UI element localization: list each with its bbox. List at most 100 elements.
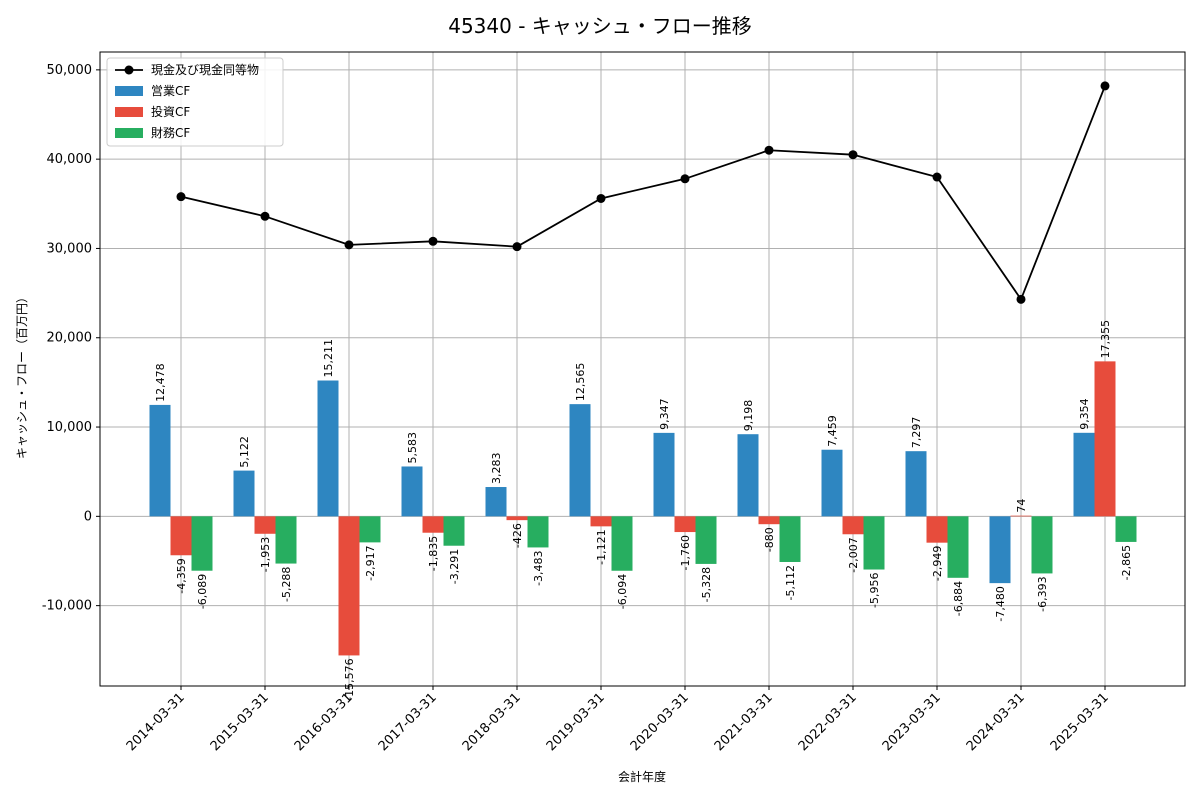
x-tick-label: 2023-03-31 bbox=[880, 690, 944, 754]
y-tick-label: 50,000 bbox=[47, 63, 93, 78]
bar bbox=[590, 516, 612, 527]
bar bbox=[1031, 516, 1053, 574]
cash-point bbox=[932, 172, 942, 182]
bar bbox=[569, 404, 591, 517]
bar-value-label: -3,291 bbox=[448, 549, 461, 584]
bar-value-label: -7,480 bbox=[994, 586, 1007, 621]
x-tick-label: 2020-03-31 bbox=[628, 690, 692, 754]
bar bbox=[1094, 361, 1116, 517]
x-tick-label: 2025-03-31 bbox=[1048, 690, 1112, 754]
bar-value-label: -2,917 bbox=[364, 545, 377, 580]
legend-label: 営業CF bbox=[151, 84, 190, 98]
cash-point bbox=[1100, 81, 1110, 91]
bar bbox=[317, 380, 339, 517]
bar bbox=[653, 432, 675, 517]
bar bbox=[359, 516, 381, 543]
x-tick-label: 2019-03-31 bbox=[544, 690, 608, 754]
chart-title: 45340 - キャッシュ・フロー推移 bbox=[448, 14, 752, 38]
bar bbox=[926, 516, 948, 543]
bar-value-label: -6,089 bbox=[196, 574, 209, 609]
bar bbox=[674, 516, 696, 533]
bar bbox=[149, 404, 171, 517]
x-tick-label: 2017-03-31 bbox=[376, 690, 440, 754]
bar-value-label: -1,760 bbox=[679, 535, 692, 570]
grid-layer bbox=[100, 52, 1185, 686]
y-tick-label: 10,000 bbox=[47, 420, 93, 435]
bar-value-label: -426 bbox=[511, 523, 524, 548]
bar bbox=[275, 516, 297, 564]
bar-value-label: -6,094 bbox=[616, 574, 629, 609]
bar-value-label: 9,198 bbox=[742, 400, 755, 432]
bar bbox=[905, 451, 927, 517]
y-tick-label: 0 bbox=[84, 509, 92, 524]
bar-value-label: 12,565 bbox=[574, 363, 587, 402]
cash-point bbox=[764, 145, 774, 155]
bar-value-label: -15,576 bbox=[343, 658, 356, 700]
x-tick-label: 2018-03-31 bbox=[460, 690, 524, 754]
y-tick-label: -10,000 bbox=[42, 599, 92, 614]
bar bbox=[611, 516, 633, 571]
bar-value-label: -5,112 bbox=[784, 565, 797, 600]
x-tick-label: 2015-03-31 bbox=[208, 690, 272, 754]
x-axis-label: 会計年度 bbox=[618, 769, 666, 784]
bar-value-label: 17,355 bbox=[1099, 320, 1112, 359]
bar bbox=[758, 516, 780, 525]
cash-point bbox=[176, 192, 186, 202]
bars-layer bbox=[149, 361, 1137, 656]
x-tick-label: 2022-03-31 bbox=[796, 690, 860, 754]
bar-value-label: 12,478 bbox=[154, 363, 167, 402]
cash-point bbox=[260, 211, 270, 221]
bar-value-label: 5,583 bbox=[406, 432, 419, 464]
bar bbox=[821, 449, 843, 517]
bar bbox=[443, 516, 465, 546]
bar-value-label: -880 bbox=[763, 527, 776, 552]
cash-point bbox=[1016, 294, 1026, 304]
bar-value-label: -4,359 bbox=[175, 558, 188, 593]
bar bbox=[527, 516, 549, 548]
bar-value-label: -5,328 bbox=[700, 567, 713, 602]
cash-point bbox=[512, 242, 522, 252]
line-layer bbox=[176, 81, 1110, 304]
bar-value-label: -3,483 bbox=[532, 550, 545, 585]
bar-value-label: 9,347 bbox=[658, 398, 671, 430]
legend-swatch bbox=[115, 86, 143, 96]
bar bbox=[401, 466, 423, 517]
y-axis-label: キャッシュ・フロー（百万円） bbox=[15, 291, 29, 459]
bar-value-label: -1,121 bbox=[595, 529, 608, 564]
bar-value-label: -5,956 bbox=[868, 573, 881, 608]
cash-point bbox=[848, 150, 858, 160]
bar-value-label: 74 bbox=[1015, 499, 1028, 513]
plot-frame bbox=[99, 51, 1186, 687]
bar-value-label: 7,459 bbox=[826, 415, 839, 447]
bar bbox=[233, 470, 255, 517]
bar bbox=[422, 516, 444, 533]
bar-value-label: -1,835 bbox=[427, 536, 440, 571]
bar-value-label: -6,393 bbox=[1036, 576, 1049, 611]
bar-value-label: 7,297 bbox=[910, 417, 923, 449]
legend-swatch bbox=[115, 107, 143, 117]
bar bbox=[842, 516, 864, 535]
cash-point bbox=[344, 240, 354, 250]
bar bbox=[989, 516, 1011, 584]
bar bbox=[191, 516, 213, 571]
legend-marker bbox=[124, 65, 134, 75]
bar bbox=[695, 516, 717, 564]
x-tick-label: 2014-03-31 bbox=[124, 690, 188, 754]
x-tick-label: 2021-03-31 bbox=[712, 690, 776, 754]
legend-label: 現金及び現金同等物 bbox=[151, 62, 259, 77]
bar bbox=[1115, 516, 1137, 542]
cash-line bbox=[180, 85, 1106, 302]
bar bbox=[1073, 432, 1095, 517]
x-tick-label: 2016-03-31 bbox=[292, 690, 356, 754]
bar-value-label: -2,865 bbox=[1120, 545, 1133, 580]
y-tick-label: 40,000 bbox=[47, 152, 93, 167]
legend-label: 投資CF bbox=[151, 104, 190, 119]
bar-value-label: -6,884 bbox=[952, 581, 965, 616]
y-tick-label: 20,000 bbox=[47, 331, 93, 346]
bar bbox=[254, 516, 276, 534]
bar bbox=[170, 516, 192, 556]
bar bbox=[947, 516, 969, 578]
